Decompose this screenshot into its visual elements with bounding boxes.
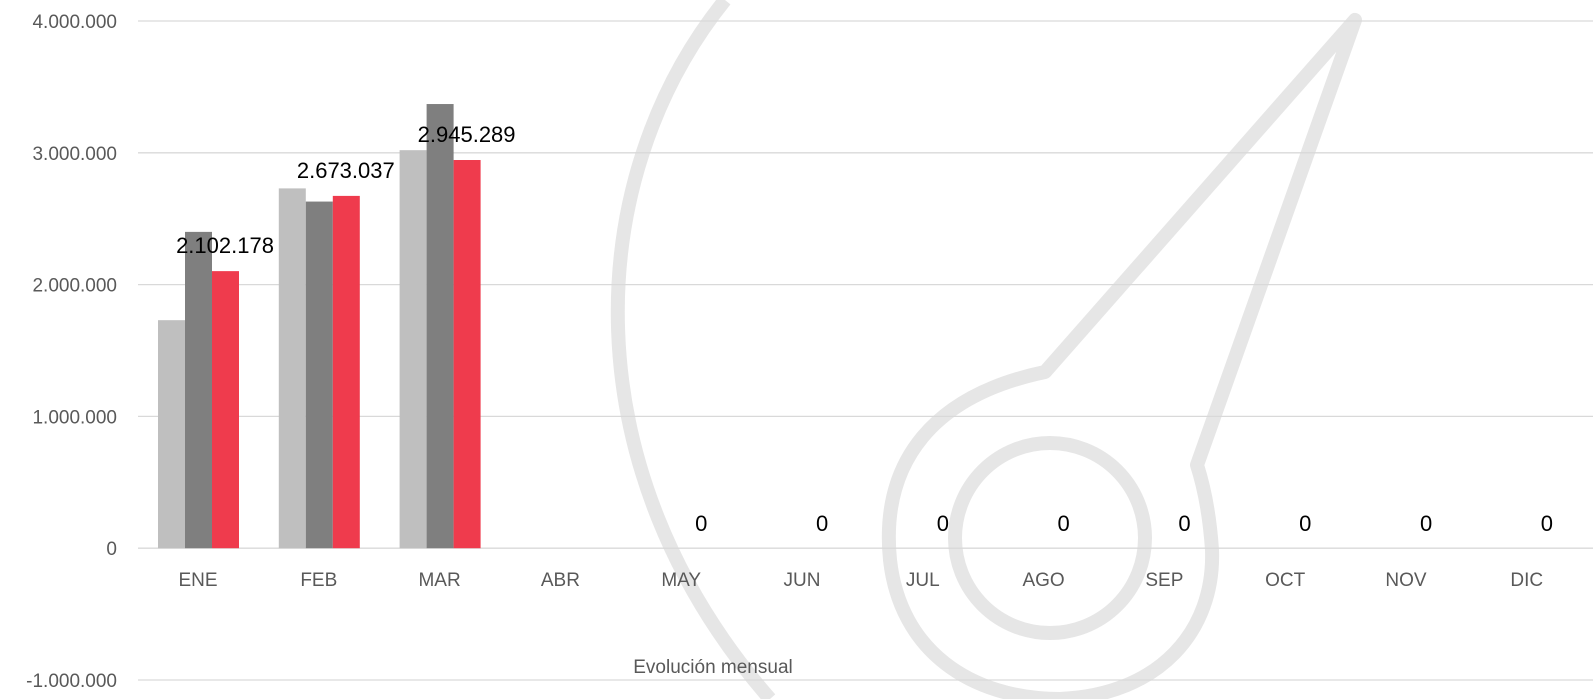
x-tick-label: OCT <box>1265 570 1306 591</box>
x-tick-label: DIC <box>1510 570 1543 591</box>
x-tick-label: MAY <box>661 570 701 591</box>
y-tick-label: 3.000.000 <box>32 144 117 165</box>
x-tick-label: JUL <box>906 570 940 591</box>
x-tick-label: ABR <box>541 570 580 591</box>
data-label: 0 <box>1299 511 1311 536</box>
x-tick-label: SEP <box>1145 570 1183 591</box>
y-tick-label: 2.000.000 <box>32 276 117 297</box>
data-label: 0 <box>937 511 949 536</box>
y-tick-label: 1.000.000 <box>32 407 117 428</box>
bar <box>158 320 185 549</box>
bar <box>332 195 360 549</box>
bar <box>212 271 239 549</box>
data-label: 2.102.178 <box>176 233 274 258</box>
chart-annotation: Evolución mensual <box>633 657 792 678</box>
x-tick-label: NOV <box>1385 570 1427 591</box>
data-label: 0 <box>1058 511 1070 536</box>
data-label: 0 <box>1541 511 1553 536</box>
bar <box>426 104 454 549</box>
y-tick-label: -1.000.000 <box>26 671 117 692</box>
data-label: 0 <box>1420 511 1432 536</box>
bar <box>305 201 333 549</box>
x-tick-label: MAR <box>418 570 460 591</box>
data-label: 0 <box>816 511 828 536</box>
gauge-needle-icon <box>610 0 1362 699</box>
bar <box>453 160 481 549</box>
x-tick-label: FEB <box>300 570 337 591</box>
bar <box>278 188 306 549</box>
x-tick-label: ENE <box>178 570 217 591</box>
y-tick-label: 0 <box>106 539 117 560</box>
bar <box>185 231 212 549</box>
data-label: 0 <box>695 511 707 536</box>
x-tick-label: JUN <box>784 570 821 591</box>
data-label: 2.945.289 <box>418 122 516 147</box>
data-label: 2.673.037 <box>297 158 395 183</box>
y-tick-label: 4.000.000 <box>32 12 117 33</box>
bar <box>399 150 427 549</box>
x-tick-label: AGO <box>1022 570 1064 591</box>
data-label: 0 <box>1178 511 1190 536</box>
